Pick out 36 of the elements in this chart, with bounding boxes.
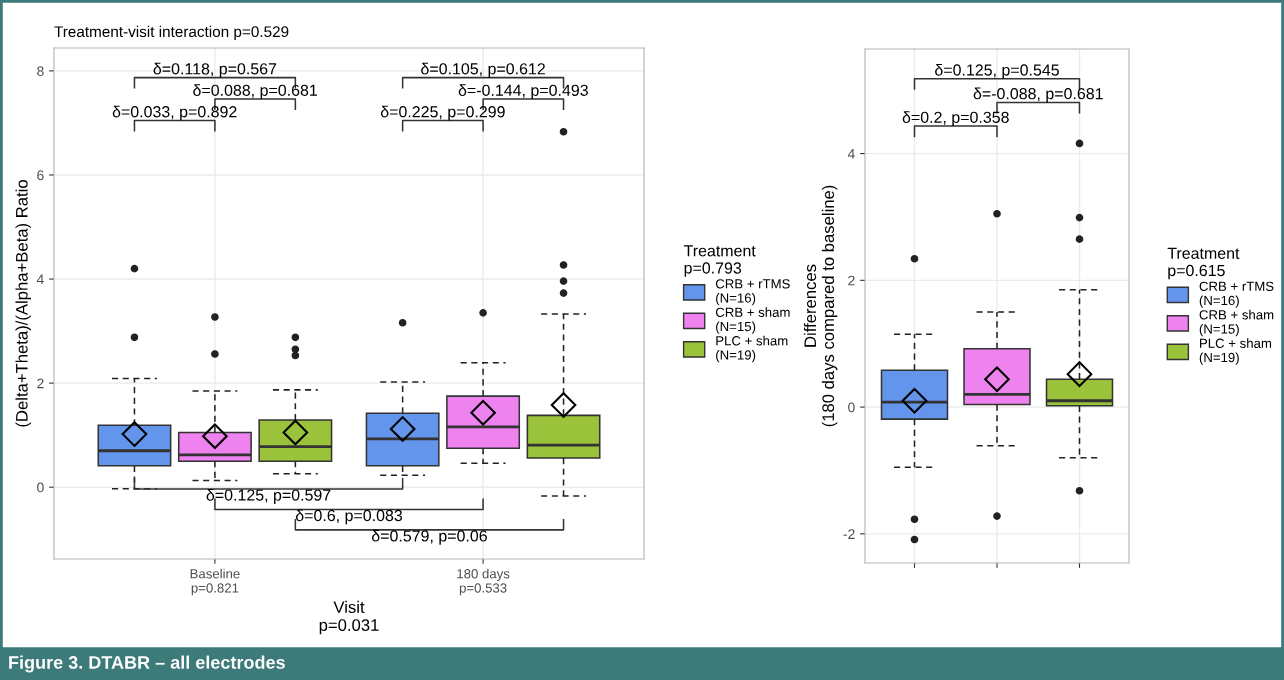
legend-label: CRB + sham (N=15): [715, 307, 790, 334]
chart-title: Treatment-visit interaction p=0.529: [54, 25, 289, 41]
annotation: δ=0.579, p=0.06: [371, 529, 487, 545]
caption: Figure 3. DTABR – all electrodes: [9, 655, 285, 673]
y-tick-label: 0: [37, 482, 44, 493]
y-tick-label: 8: [37, 66, 44, 77]
legend-label: CRB + rTMS (N=16): [715, 279, 790, 306]
y-tick-label: 2: [848, 275, 855, 286]
annotation: δ=0.118, p=0.567: [153, 62, 277, 78]
annotation: δ=0.105, p=0.612: [421, 62, 545, 78]
y-tick-label: 0: [848, 402, 855, 413]
x-axis-title: Visit p=0.031: [319, 600, 379, 635]
annotation: δ=0.125, p=0.597: [206, 488, 331, 504]
annotation: δ=0.6, p=0.083: [295, 509, 403, 525]
annotation: δ=0.2, p=0.358: [902, 111, 1009, 127]
x-tick-label: Baseline p=0.821: [190, 568, 240, 596]
legend-title: Treatment p=0.793: [683, 245, 756, 277]
y-tick-label: 4: [847, 149, 855, 159]
legend-label: PLC + sham (N=19): [716, 335, 788, 363]
legend-label: CRB + sham (N=15): [1199, 309, 1274, 337]
annotation: δ=-0.144, p=0.493: [458, 84, 588, 100]
y-axis-title: Differences (180 days compared to baseline): [803, 185, 838, 427]
legend-label: CRB + rTMS (N=16): [1199, 281, 1274, 308]
y-tick-label: -2: [843, 529, 855, 539]
legend-title: Treatment p=0.615: [1167, 247, 1240, 280]
y-tick-label: 2: [37, 378, 44, 389]
annotation: δ=0.125, p=0.545: [935, 63, 1059, 79]
annotation: δ=-0.088, p=0.681: [973, 87, 1103, 103]
annotation: δ=0.225, p=0.299: [380, 105, 505, 121]
annotation: δ=0.033, p=0.892: [112, 105, 237, 121]
y-axis-title: (Delta+Theta)/(Alpha+Beta) Ratio: [15, 180, 31, 427]
y-tick-label: 4: [36, 274, 44, 285]
y-tick-label: 6: [37, 170, 44, 181]
annotation: δ=0.088, p=0.681: [193, 84, 317, 100]
legend-label: PLC + sham (N=19): [1199, 338, 1272, 365]
x-tick-label: 180 days p=0.533: [457, 568, 510, 596]
